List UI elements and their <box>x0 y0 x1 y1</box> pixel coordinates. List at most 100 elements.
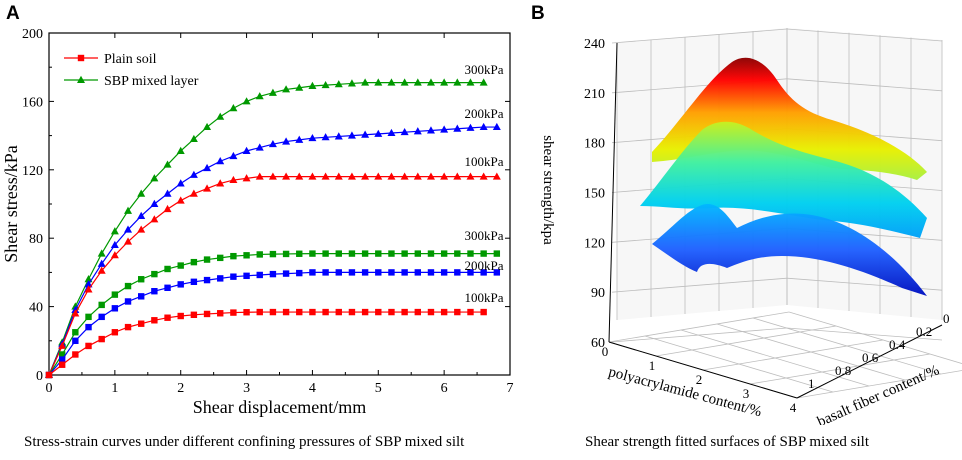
x-tick-label: 3 <box>243 381 250 396</box>
data-point <box>374 78 383 86</box>
floor-grid <box>702 339 884 371</box>
data-point <box>242 97 251 105</box>
chart-a-labels: 0 1 2 3 4 5 6 7 0 40 80 120 160 200 Shear displacement… <box>1 27 514 417</box>
data-point <box>401 250 408 257</box>
data-point <box>137 211 146 219</box>
data-point <box>479 172 488 180</box>
data-point <box>453 172 462 180</box>
series-pressure-label: 200kPa <box>465 258 504 273</box>
data-point <box>335 269 342 276</box>
data-point <box>137 189 146 197</box>
stress-strain-chart: 0 1 2 3 4 5 6 7 0 40 80 120 160 200 Shear displacement… <box>1 27 514 417</box>
data-point <box>388 308 395 316</box>
data-point <box>454 250 461 257</box>
data-point <box>374 172 383 180</box>
data-point <box>400 172 409 180</box>
data-point <box>164 265 171 273</box>
data-point <box>230 252 237 260</box>
data-point <box>269 270 277 278</box>
data-point <box>348 269 356 276</box>
data-point <box>77 75 85 83</box>
z-tick-label: 210 <box>584 87 605 102</box>
y-tick-label: 120 <box>22 164 43 179</box>
data-point <box>282 172 291 180</box>
data-point <box>426 126 435 134</box>
x-axis-label: polyacrylamide content/% <box>607 364 764 420</box>
data-point <box>72 351 79 358</box>
data-point <box>111 329 119 336</box>
data-point <box>203 256 211 263</box>
data-point <box>110 251 119 259</box>
series-plain-soil-100kpa <box>45 308 487 379</box>
data-point <box>321 80 330 89</box>
panel-b-letter: B <box>531 3 545 24</box>
data-point <box>217 254 224 262</box>
series-line <box>48 311 484 376</box>
data-point <box>163 204 172 213</box>
data-point <box>150 174 159 182</box>
data-point <box>453 78 462 86</box>
legend: Plain soil SBP mixed layer <box>60 46 230 90</box>
caption-b: Shear strength fitted surfaces of SBP mi… <box>585 434 869 450</box>
data-point <box>98 313 105 321</box>
data-point <box>58 341 67 349</box>
data-point <box>189 189 198 197</box>
data-point <box>85 313 92 321</box>
data-point <box>321 133 330 141</box>
series-pressure-label: 300kPa <box>465 62 504 77</box>
data-point <box>58 356 66 363</box>
data-point <box>77 54 85 62</box>
legend-label: Plain soil <box>104 52 157 67</box>
data-point <box>72 337 79 344</box>
data-point <box>413 127 422 135</box>
data-point <box>453 124 462 132</box>
series-sbp-mixed-layer-100kpa <box>45 172 501 378</box>
data-point <box>466 78 475 86</box>
data-point <box>282 137 291 145</box>
data-point <box>426 172 435 180</box>
data-point <box>361 250 369 257</box>
z-grid-line-back <box>786 78 943 92</box>
y-axis <box>796 324 943 399</box>
data-point <box>255 92 264 100</box>
data-point <box>387 78 396 86</box>
data-point <box>388 250 395 257</box>
y-tick-label: 40 <box>29 301 43 316</box>
data-point <box>150 215 159 223</box>
data-point <box>440 308 448 316</box>
data-point <box>97 259 106 267</box>
x-tick-label: 2 <box>177 381 184 396</box>
data-point <box>268 139 277 148</box>
surface-200kpa <box>640 121 927 238</box>
data-point <box>217 310 224 317</box>
data-point <box>124 323 132 331</box>
data-point <box>45 371 53 379</box>
data-point <box>151 317 158 324</box>
x-tick-label: 7 <box>507 381 514 396</box>
x-axis-label: Shear displacement/mm <box>193 397 366 417</box>
data-point <box>230 273 237 280</box>
data-point <box>85 323 92 331</box>
data-point <box>480 269 487 276</box>
data-point <box>138 293 145 300</box>
data-point <box>440 172 449 180</box>
data-point <box>72 329 79 336</box>
data-point <box>97 249 106 257</box>
x-tick-label: 1 <box>111 381 118 396</box>
z-axis-label: shear strength/kpa <box>540 135 556 245</box>
data-point <box>322 250 329 257</box>
y-tick-label: 80 <box>29 232 43 247</box>
data-point <box>295 172 304 180</box>
data-point <box>243 272 250 280</box>
legend-label: SBP mixed layer <box>104 74 199 89</box>
data-point <box>71 309 80 317</box>
y-tick-label: 0.6 <box>862 350 879 365</box>
data-point <box>137 225 146 233</box>
data-point <box>163 189 172 197</box>
data-point <box>426 78 435 86</box>
data-point <box>308 133 317 142</box>
data-point <box>414 250 421 257</box>
data-point <box>242 146 251 154</box>
data-point <box>282 308 290 316</box>
